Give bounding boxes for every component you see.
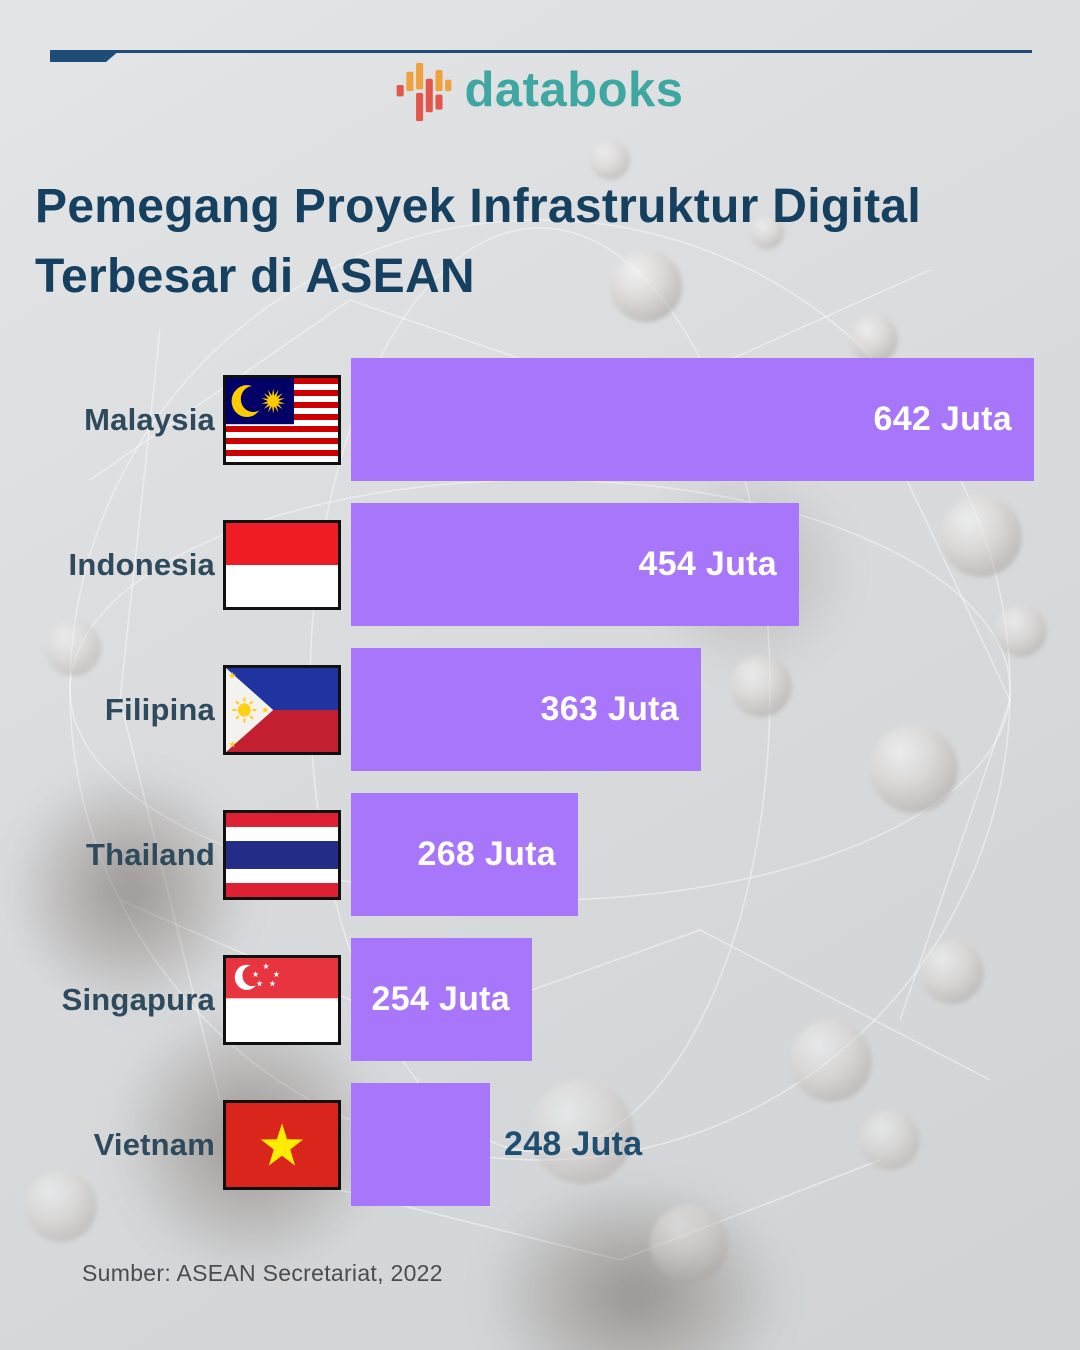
sphere-decoration [850,315,898,363]
country-label: Vietnam [93,1126,215,1162]
country-label: Indonesia [68,546,215,582]
page-title-line2: Terbesar di ASEAN [35,250,475,303]
bar-malaysia: 642 Juta [351,358,1034,481]
brand-header: databoks [0,62,1080,122]
value-label: 454 Juta [638,545,777,583]
chart-row-thailand: Thailand 268 Juta [0,793,1080,916]
value-label: 363 Juta [540,690,679,728]
chart-row-singapura: Singapura 254 Juta [0,938,1080,1061]
databoks-wordmark: databoks [464,62,684,117]
value-label: 254 Juta [371,980,510,1018]
singapore-flag-icon [223,954,341,1045]
country-label: Singapura [61,981,215,1017]
bar-thailand: 268 Juta [351,793,578,916]
page-title-line1: Pemegang Proyek Infrastruktur Digital [35,180,921,233]
value-label-outside: 248 Juta [504,1125,643,1163]
databoks-logo-icon [397,62,452,122]
bar-indonesia: 454 Juta [351,503,799,626]
thailand-flag-icon [223,809,341,900]
top-rule-tick [50,50,120,62]
country-label: Thailand [85,836,215,872]
philippines-flag-icon [223,664,341,755]
bar-singapura: 254 Juta [351,938,532,1061]
malaysia-flag-icon [223,374,341,465]
value-label: 268 Juta [417,835,556,873]
vietnam-flag-icon [223,1099,341,1190]
page-title: Pemegang Proyek Infrastruktur Digital Te… [35,172,921,312]
top-rule-line [50,50,1032,53]
country-label: Malaysia [84,401,215,437]
country-label: Filipina [104,691,215,727]
chart-row-malaysia: Malaysia 642 Juta [0,358,1080,481]
chart-row-filipina: Filipina [0,648,1080,771]
value-label: 642 Juta [873,400,1012,438]
indonesia-flag-icon [223,519,341,610]
chart-row-indonesia: Indonesia 454 Juta [0,503,1080,626]
source-note: Sumber: ASEAN Secretariat, 2022 [82,1260,443,1286]
bar-vietnam [351,1083,490,1206]
bar-filipina: 363 Juta [351,648,701,771]
bar-chart: Malaysia 642 Juta [0,358,1080,1228]
chart-row-vietnam: Vietnam 248 Juta [0,1083,1080,1206]
